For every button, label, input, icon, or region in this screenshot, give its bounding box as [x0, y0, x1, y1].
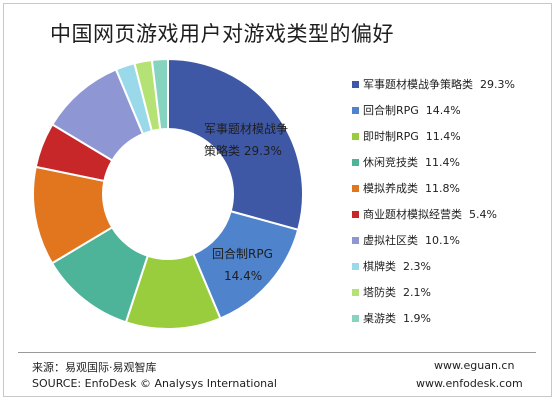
legend-label: 即时制RPG: [363, 130, 419, 143]
legend-swatch: [352, 236, 359, 244]
legend-label: 军事题材模战争策略类: [363, 78, 473, 91]
legend-swatch: [352, 106, 359, 114]
footer-divider: [18, 352, 536, 353]
legend-label: 棋牌类: [363, 260, 396, 273]
legend-value: 29.3%: [473, 78, 515, 91]
url-enfodesk: www.enfodesk.com: [416, 377, 523, 390]
legend-label: 桌游类: [363, 312, 396, 325]
chart-title: 中国网页游戏用户对游戏类型的偏好: [50, 22, 394, 46]
legend-label: 商业题材模拟经营类: [363, 208, 462, 221]
legend-swatch: [352, 288, 359, 296]
callout-turn-rpg-line2: 14.4%: [224, 269, 263, 283]
legend-label: 虚拟社区类: [363, 234, 418, 247]
legend-label: 回合制RPG: [363, 104, 419, 117]
legend-label: 模拟养成类: [363, 182, 418, 195]
legend-swatch: [352, 314, 359, 322]
legend-value: 11.8%: [418, 182, 460, 195]
donut-slice-10: [150, 57, 169, 131]
donut-slice-1: [167, 57, 304, 232]
legend-item-9: 塔防类 2.1%: [352, 285, 431, 301]
legend-swatch: [352, 262, 359, 270]
legend-swatch: [352, 80, 359, 88]
legend-value: 11.4%: [418, 130, 461, 143]
legend-item-1: 军事题材模战争策略类 29.3%: [352, 77, 515, 93]
legend-item-3: 即时制RPG 11.4%: [352, 129, 461, 145]
legend-item-2: 回合制RPG 14.4%: [352, 103, 461, 119]
legend-item-10: 桌游类 1.9%: [352, 311, 431, 327]
legend-value: 1.9%: [396, 312, 431, 325]
legend-label: 休闲竞技类: [363, 156, 418, 169]
legend-value: 2.1%: [396, 286, 431, 299]
legend-value: 5.4%: [462, 208, 497, 221]
legend-label: 塔防类: [363, 286, 396, 299]
url-eguan: www.eguan.cn: [434, 359, 515, 372]
legend-item-7: 虚拟社区类 10.1%: [352, 233, 460, 249]
legend-value: 2.3%: [396, 260, 431, 273]
legend-item-4: 休闲竞技类 11.4%: [352, 155, 460, 171]
legend-item-5: 模拟养成类 11.8%: [352, 181, 460, 197]
legend-value: 14.4%: [418, 104, 461, 117]
source-en: SOURCE: EnfoDesk © Analysys Internationa…: [32, 377, 277, 390]
legend-swatch: [352, 158, 359, 166]
legend-value: 10.1%: [418, 234, 460, 247]
callout-strategy: 军事题材模战争 策略类 29.3%: [204, 118, 288, 162]
legend-value: 11.4%: [418, 156, 460, 169]
callout-strategy-line1: 军事题材模战争: [204, 122, 289, 136]
callout-strategy-line2: 策略类 29.3%: [204, 144, 282, 158]
legend-swatch: [352, 210, 359, 218]
callout-turn-rpg: 回合制RPG 14.4%: [212, 243, 273, 287]
legend-item-8: 棋牌类 2.3%: [352, 259, 431, 275]
callout-turn-rpg-line1: 回合制RPG: [212, 247, 273, 261]
legend-item-6: 商业题材模拟经营类 5.4%: [352, 207, 497, 223]
legend-swatch: [352, 132, 359, 140]
legend-swatch: [352, 184, 359, 192]
source-cn: 来源：易观国际·易观智库: [32, 361, 157, 374]
